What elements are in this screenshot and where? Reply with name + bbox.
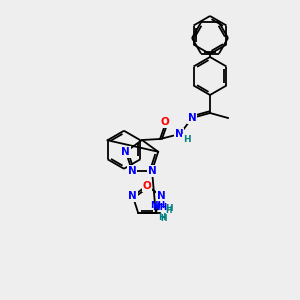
Text: O: O <box>142 181 152 191</box>
Text: N: N <box>175 129 183 139</box>
Text: H: H <box>165 204 173 213</box>
Text: N: N <box>157 191 166 201</box>
Text: NH: NH <box>153 203 168 212</box>
Text: N: N <box>122 147 130 157</box>
Text: O: O <box>160 117 169 127</box>
Text: H: H <box>165 206 171 215</box>
Text: NH: NH <box>151 201 166 210</box>
Text: N: N <box>188 113 196 123</box>
Text: H: H <box>158 213 166 222</box>
Text: N: N <box>128 166 136 176</box>
Text: N: N <box>148 166 156 176</box>
Text: N: N <box>128 191 137 201</box>
Text: H: H <box>183 134 191 143</box>
Text: H: H <box>160 214 166 224</box>
